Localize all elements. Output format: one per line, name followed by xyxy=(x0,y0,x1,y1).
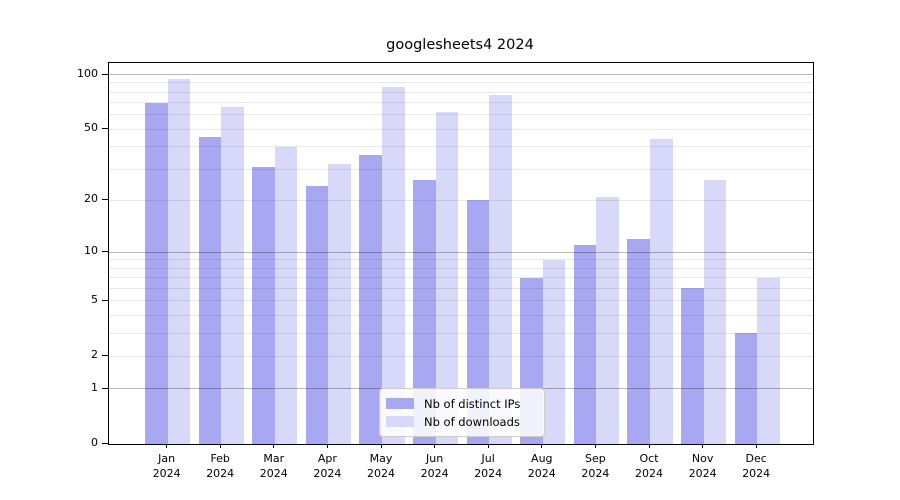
y-tick-label-20: 20 xyxy=(84,192,98,206)
legend-swatch-distinct-ips xyxy=(386,398,414,409)
gridline-50 xyxy=(109,128,813,130)
y-tick-mark-100 xyxy=(102,73,108,75)
y-tick-mark-20 xyxy=(102,199,108,201)
x-tick-mark-aug xyxy=(541,444,543,448)
y-tick-label-10: 10 xyxy=(84,244,98,258)
legend: Nb of distinct IPs Nb of downloads xyxy=(379,388,545,437)
gridline-20 xyxy=(109,199,813,201)
gridline-40 xyxy=(109,146,813,148)
bar-downloads-feb xyxy=(221,107,244,444)
bar-ips-dec xyxy=(734,333,758,444)
gridline-30 xyxy=(109,168,813,170)
y-tick-label-0: 0 xyxy=(91,436,98,449)
gridline-60 xyxy=(109,114,813,116)
legend-entry-downloads: Nb of downloads xyxy=(386,415,538,429)
gridline-9 xyxy=(109,259,813,261)
y-tick-label-50: 50 xyxy=(84,121,98,135)
gridline-2 xyxy=(109,355,813,357)
bar-ips-feb xyxy=(198,137,222,444)
x-tick-mark-nov xyxy=(702,444,704,448)
x-tick-label-oct: Oct 2024 xyxy=(635,452,663,480)
bar-downloads-nov xyxy=(703,180,727,444)
legend-entry-distinct-ips: Nb of distinct IPs xyxy=(386,397,538,411)
x-tick-mark-jun xyxy=(434,444,436,448)
y-tick-label-5: 5 xyxy=(91,292,98,306)
bar-ips-nov xyxy=(680,288,704,444)
x-tick-label-may: May 2024 xyxy=(367,452,395,480)
bar-ips-sep xyxy=(573,245,597,444)
bar-ips-mar xyxy=(252,166,275,444)
y-tick-mark-1 xyxy=(102,387,108,389)
gridline-4 xyxy=(109,314,813,316)
x-tick-mark-may xyxy=(380,444,382,448)
gridline-90 xyxy=(109,82,813,84)
x-tick-mark-jan xyxy=(166,444,168,448)
bar-ips-jul xyxy=(466,200,490,444)
gridline-100 xyxy=(109,74,813,75)
x-tick-label-apr: Apr 2024 xyxy=(313,452,342,480)
bar-downloads-sep xyxy=(596,196,620,444)
y-tick-label-2: 2 xyxy=(91,348,98,362)
gridline-10 xyxy=(109,251,813,253)
bar-downloads-apr xyxy=(328,164,352,444)
bar-downloads-may xyxy=(382,87,405,444)
plot-area xyxy=(108,62,814,445)
y-tick-mark-2 xyxy=(102,355,108,357)
chart-title: googlesheets4 2024 xyxy=(386,37,534,53)
bar-downloads-oct xyxy=(650,139,673,444)
x-tick-label-jan: Jan 2024 xyxy=(152,452,181,480)
y-tick-mark-10 xyxy=(102,251,108,253)
y-tick-mark-0 xyxy=(102,443,108,444)
gridline-5 xyxy=(109,300,813,302)
bar-ips-oct xyxy=(627,238,650,444)
gridline-6 xyxy=(109,287,813,289)
gridline-7 xyxy=(109,277,813,279)
x-tick-mark-feb xyxy=(219,444,221,448)
x-tick-label-feb: Feb 2024 xyxy=(206,452,235,480)
bar-downloads-jun xyxy=(435,112,459,444)
x-tick-label-jun: Jun 2024 xyxy=(420,452,449,480)
x-tick-mark-sep xyxy=(594,444,596,448)
x-tick-label-jul: Jul 2024 xyxy=(474,452,503,480)
bar-ips-may xyxy=(359,154,382,444)
bar-downloads-jul xyxy=(489,95,512,444)
gridline-80 xyxy=(109,91,813,93)
x-tick-mark-mar xyxy=(273,444,275,448)
bar-ips-jan xyxy=(144,102,168,444)
y-tick-label-100: 100 xyxy=(77,66,98,80)
bar-downloads-dec xyxy=(757,277,780,444)
gridline-3 xyxy=(109,332,813,334)
x-tick-label-sep: Sep 2024 xyxy=(581,452,610,480)
y-tick-mark-5 xyxy=(102,299,108,301)
x-tick-mark-jul xyxy=(487,444,489,448)
x-tick-mark-apr xyxy=(326,444,328,448)
bar-downloads-mar xyxy=(274,146,298,444)
x-tick-label-aug: Aug 2024 xyxy=(527,452,556,480)
legend-label-downloads: Nb of downloads xyxy=(424,414,520,429)
x-tick-label-mar: Mar 2024 xyxy=(259,452,288,480)
y-tick-label-1: 1 xyxy=(91,380,98,394)
gridline-8 xyxy=(109,267,813,269)
legend-swatch-downloads xyxy=(386,416,414,427)
x-tick-mark-oct xyxy=(648,444,650,448)
bar-downloads-jan xyxy=(167,78,191,444)
y-tick-mark-50 xyxy=(102,128,108,130)
x-tick-mark-dec xyxy=(755,444,757,448)
bar-ips-apr xyxy=(305,186,329,444)
bar-downloads-aug xyxy=(542,259,566,444)
x-tick-label-nov: Nov 2024 xyxy=(688,452,717,480)
x-tick-label-dec: Dec 2024 xyxy=(742,452,771,480)
bar-ips-jun xyxy=(412,180,436,444)
legend-label-distinct-ips: Nb of distinct IPs xyxy=(424,396,521,411)
gridline-70 xyxy=(109,102,813,104)
